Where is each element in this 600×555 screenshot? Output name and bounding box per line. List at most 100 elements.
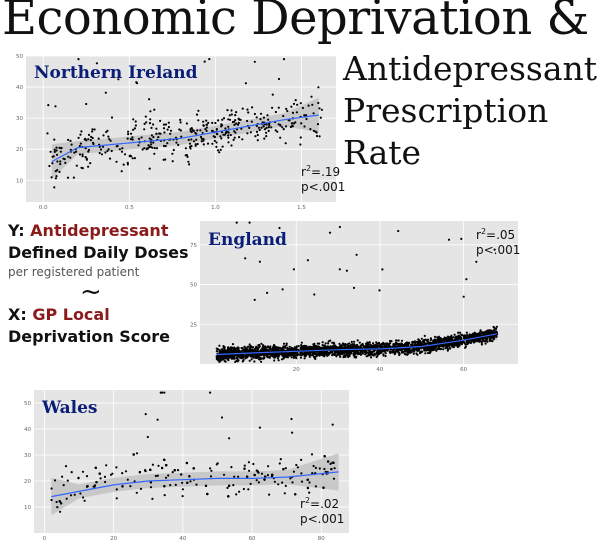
data-point — [388, 342, 391, 345]
data-point — [368, 354, 371, 357]
data-point — [238, 490, 241, 493]
data-point — [205, 129, 208, 132]
data-point — [178, 128, 181, 131]
data-point — [109, 139, 112, 142]
data-point — [241, 347, 244, 350]
data-point — [271, 106, 274, 109]
data-point — [395, 342, 398, 345]
data-point — [357, 345, 360, 349]
data-point — [115, 497, 118, 500]
data-point — [463, 337, 466, 340]
data-point — [333, 353, 336, 356]
data-point — [101, 145, 105, 148]
data-point — [195, 113, 199, 116]
data-point — [159, 391, 162, 394]
data-point — [253, 473, 256, 477]
data-point — [271, 93, 274, 96]
data-point — [129, 154, 132, 157]
data-point — [299, 143, 302, 146]
data-point — [176, 469, 180, 472]
data-point — [344, 355, 347, 358]
data-point — [271, 352, 274, 355]
data-point — [204, 128, 207, 131]
data-point — [231, 343, 235, 346]
data-point — [264, 346, 267, 349]
data-point — [165, 464, 168, 467]
data-point — [230, 357, 234, 360]
data-point — [401, 351, 404, 354]
data-point — [64, 161, 67, 164]
data-point — [284, 346, 287, 349]
data-point — [177, 143, 180, 147]
data-point — [220, 137, 223, 140]
data-point — [48, 164, 51, 168]
data-point — [321, 341, 324, 344]
data-point — [309, 347, 312, 350]
data-point — [259, 349, 262, 352]
data-point — [215, 350, 218, 353]
data-point — [314, 466, 317, 469]
data-point — [157, 464, 160, 467]
data-point — [187, 138, 190, 141]
data-point — [318, 135, 321, 138]
data-point — [233, 349, 236, 352]
data-point — [319, 116, 322, 119]
data-point — [107, 148, 110, 151]
data-point — [382, 354, 385, 357]
data-point — [247, 461, 250, 464]
data-point — [228, 114, 231, 117]
data-point — [77, 58, 80, 61]
data-point — [149, 118, 152, 121]
data-point — [135, 81, 138, 84]
data-point — [351, 350, 354, 353]
data-point — [155, 127, 158, 130]
data-point — [227, 357, 230, 360]
data-point — [233, 475, 236, 478]
data-point — [364, 342, 368, 345]
data-point — [300, 122, 303, 125]
data-point — [246, 132, 249, 135]
data-point — [417, 349, 420, 352]
data-point — [274, 129, 277, 132]
data-point — [411, 344, 414, 347]
data-point — [98, 472, 101, 475]
data-point — [192, 140, 196, 143]
data-point — [227, 136, 230, 139]
data-point — [246, 354, 249, 357]
data-point — [249, 482, 252, 485]
data-point — [95, 481, 98, 484]
x-label-line-2: Deprivation Score — [8, 327, 171, 346]
data-point — [149, 486, 153, 489]
data-point — [363, 350, 366, 354]
data-point — [300, 458, 303, 461]
data-point — [312, 112, 315, 115]
data-point — [279, 123, 282, 126]
data-point — [262, 116, 265, 119]
data-point — [312, 129, 315, 132]
data-point — [75, 164, 78, 167]
data-point — [263, 478, 266, 481]
panel-title: England — [208, 230, 287, 250]
data-point — [394, 339, 398, 342]
data-point — [134, 124, 137, 127]
data-point — [419, 341, 422, 344]
data-point — [284, 467, 287, 470]
data-point — [213, 139, 216, 142]
data-point — [232, 120, 236, 123]
data-point — [469, 341, 472, 344]
p-value-label: p<.001 — [301, 180, 345, 194]
data-point — [353, 351, 356, 354]
data-point — [258, 128, 261, 132]
data-point — [277, 77, 281, 81]
data-point — [49, 150, 52, 153]
data-point — [228, 118, 232, 121]
data-point — [423, 334, 426, 337]
data-point — [237, 354, 240, 357]
data-point — [50, 498, 53, 502]
data-point — [91, 136, 94, 140]
data-point — [275, 354, 278, 357]
data-point — [280, 353, 283, 356]
data-point — [153, 147, 156, 150]
data-point — [367, 352, 370, 355]
data-point — [276, 130, 279, 133]
